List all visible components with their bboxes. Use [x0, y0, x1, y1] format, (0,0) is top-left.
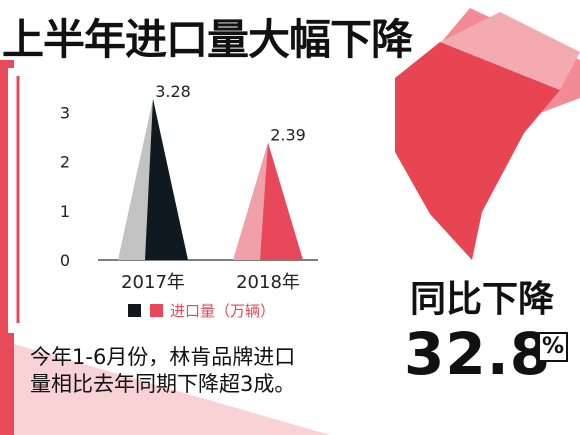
y-tick-label: 2: [60, 153, 70, 172]
headline: 上半年进口量大幅下降: [2, 15, 413, 64]
legend-swatch-2018: [150, 304, 163, 317]
stat-unit: %: [538, 332, 568, 362]
value-label: 3.28: [155, 82, 191, 101]
bar: [260, 142, 303, 260]
background-bottom-stripe: [0, 340, 330, 435]
down-arrow-icon: [395, 42, 560, 260]
y-tick-label: 3: [60, 104, 70, 123]
caption: 今年1-6月份，林肯品牌进口量相比去年同期下降超3成。: [30, 345, 296, 396]
value-label: 2.39: [270, 126, 306, 145]
stat-value: 32.8: [404, 320, 552, 388]
chart-panel: 3 2 1 0 3.28 2017年 2.39 2018年进口量（万辆）: [8, 68, 340, 333]
y-tick-label: 1: [60, 202, 70, 221]
stat-label: 同比下降: [410, 279, 555, 320]
legend-swatch-2017: [128, 304, 141, 317]
legend-label: 进口量（万辆）: [170, 302, 275, 320]
x-tick-label: 2018年: [236, 272, 300, 293]
bar: [145, 98, 188, 260]
x-tick-label: 2017年: [121, 272, 185, 293]
down-arrow-shade: [440, 12, 580, 90]
y-tick-label: 0: [60, 251, 70, 270]
